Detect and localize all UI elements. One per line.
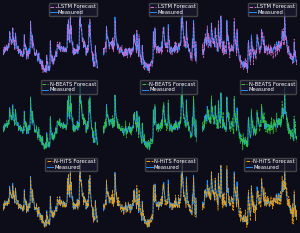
Legend: N-BEATS Forecast, Measured: N-BEATS Forecast, Measured (140, 80, 197, 94)
Legend: N-BEATS Forecast, Measured: N-BEATS Forecast, Measured (240, 80, 296, 94)
Legend: LSTM Forecast, Measured: LSTM Forecast, Measured (248, 3, 296, 16)
Legend: N-HiTS Forecast, Measured: N-HiTS Forecast, Measured (45, 158, 97, 171)
Legend: LSTM Forecast, Measured: LSTM Forecast, Measured (49, 3, 97, 16)
Legend: N-HiTS Forecast, Measured: N-HiTS Forecast, Measured (244, 158, 296, 171)
Legend: N-HiTS Forecast, Measured: N-HiTS Forecast, Measured (145, 158, 197, 171)
Legend: LSTM Forecast, Measured: LSTM Forecast, Measured (148, 3, 197, 16)
Legend: N-BEATS Forecast, Measured: N-BEATS Forecast, Measured (40, 80, 97, 94)
